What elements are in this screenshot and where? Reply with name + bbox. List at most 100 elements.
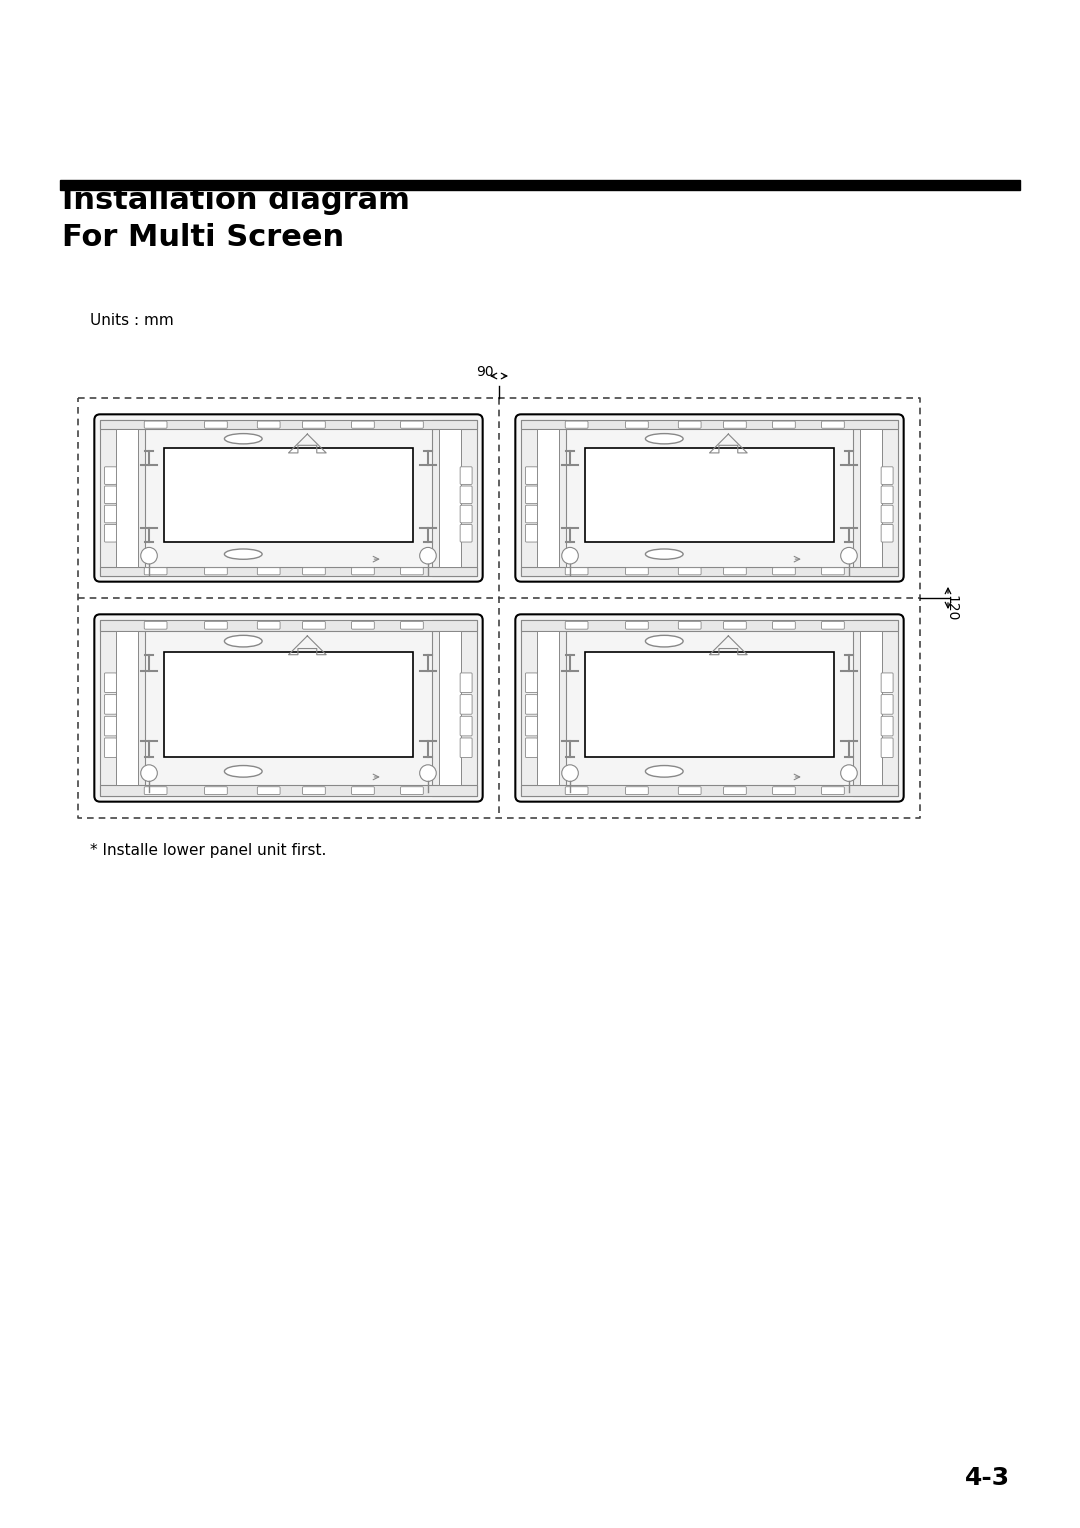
Circle shape bbox=[840, 547, 858, 564]
Circle shape bbox=[420, 547, 436, 564]
FancyBboxPatch shape bbox=[724, 568, 746, 575]
Bar bbox=[853, 620, 897, 796]
FancyBboxPatch shape bbox=[105, 524, 117, 542]
FancyBboxPatch shape bbox=[204, 622, 227, 630]
FancyBboxPatch shape bbox=[772, 622, 795, 630]
FancyBboxPatch shape bbox=[94, 614, 483, 802]
Circle shape bbox=[562, 766, 578, 781]
Circle shape bbox=[420, 766, 436, 781]
Text: 120: 120 bbox=[944, 594, 958, 622]
Ellipse shape bbox=[646, 549, 684, 559]
FancyBboxPatch shape bbox=[460, 695, 472, 714]
FancyBboxPatch shape bbox=[105, 717, 117, 736]
FancyBboxPatch shape bbox=[772, 568, 795, 575]
FancyBboxPatch shape bbox=[257, 568, 280, 575]
Bar bbox=[521, 785, 897, 796]
FancyBboxPatch shape bbox=[401, 568, 423, 575]
FancyBboxPatch shape bbox=[565, 787, 588, 795]
FancyBboxPatch shape bbox=[526, 717, 538, 736]
FancyBboxPatch shape bbox=[772, 787, 795, 795]
Bar bbox=[164, 448, 413, 541]
FancyBboxPatch shape bbox=[352, 622, 375, 630]
Bar bbox=[60, 180, 1020, 189]
Text: * Installe lower panel unit first.: * Installe lower panel unit first. bbox=[90, 843, 326, 859]
FancyBboxPatch shape bbox=[105, 506, 117, 523]
Bar bbox=[438, 631, 461, 785]
FancyBboxPatch shape bbox=[145, 568, 167, 575]
FancyBboxPatch shape bbox=[401, 422, 423, 428]
Ellipse shape bbox=[225, 766, 262, 778]
Ellipse shape bbox=[646, 434, 684, 445]
Ellipse shape bbox=[225, 434, 262, 445]
FancyBboxPatch shape bbox=[515, 614, 904, 802]
Bar bbox=[100, 420, 146, 576]
Bar bbox=[585, 448, 834, 541]
FancyBboxPatch shape bbox=[526, 738, 538, 758]
Text: For Multi Screen: For Multi Screen bbox=[62, 223, 345, 252]
FancyBboxPatch shape bbox=[881, 672, 893, 692]
FancyBboxPatch shape bbox=[678, 568, 701, 575]
FancyBboxPatch shape bbox=[526, 524, 538, 542]
Text: 4-3: 4-3 bbox=[964, 1465, 1010, 1490]
Bar bbox=[585, 652, 834, 758]
FancyBboxPatch shape bbox=[565, 622, 588, 630]
FancyBboxPatch shape bbox=[460, 468, 472, 484]
Text: Installation diagram: Installation diagram bbox=[62, 186, 410, 215]
FancyBboxPatch shape bbox=[257, 787, 280, 795]
FancyBboxPatch shape bbox=[105, 672, 117, 692]
FancyBboxPatch shape bbox=[204, 568, 227, 575]
FancyBboxPatch shape bbox=[302, 622, 325, 630]
FancyBboxPatch shape bbox=[352, 422, 375, 428]
Bar bbox=[521, 420, 897, 429]
Text: Units : mm: Units : mm bbox=[90, 313, 174, 329]
FancyBboxPatch shape bbox=[822, 568, 845, 575]
FancyBboxPatch shape bbox=[105, 738, 117, 758]
FancyBboxPatch shape bbox=[352, 568, 375, 575]
FancyBboxPatch shape bbox=[724, 622, 746, 630]
FancyBboxPatch shape bbox=[145, 622, 167, 630]
FancyBboxPatch shape bbox=[526, 468, 538, 484]
Ellipse shape bbox=[646, 636, 684, 646]
Text: 90: 90 bbox=[476, 365, 494, 379]
Bar bbox=[100, 620, 146, 796]
Bar bbox=[100, 785, 477, 796]
FancyBboxPatch shape bbox=[460, 486, 472, 504]
FancyBboxPatch shape bbox=[460, 506, 472, 523]
FancyBboxPatch shape bbox=[565, 568, 588, 575]
Ellipse shape bbox=[225, 636, 262, 646]
FancyBboxPatch shape bbox=[105, 695, 117, 714]
FancyBboxPatch shape bbox=[515, 414, 904, 582]
FancyBboxPatch shape bbox=[460, 738, 472, 758]
Bar bbox=[853, 420, 897, 576]
Bar bbox=[860, 631, 882, 785]
FancyBboxPatch shape bbox=[401, 622, 423, 630]
FancyBboxPatch shape bbox=[881, 717, 893, 736]
FancyBboxPatch shape bbox=[460, 717, 472, 736]
FancyBboxPatch shape bbox=[460, 524, 472, 542]
Bar bbox=[438, 429, 461, 567]
FancyBboxPatch shape bbox=[625, 422, 648, 428]
FancyBboxPatch shape bbox=[526, 506, 538, 523]
Ellipse shape bbox=[225, 549, 262, 559]
FancyBboxPatch shape bbox=[625, 622, 648, 630]
Bar bbox=[100, 567, 477, 576]
FancyBboxPatch shape bbox=[822, 787, 845, 795]
FancyBboxPatch shape bbox=[881, 506, 893, 523]
FancyBboxPatch shape bbox=[401, 787, 423, 795]
Bar bbox=[860, 429, 882, 567]
FancyBboxPatch shape bbox=[678, 422, 701, 428]
FancyBboxPatch shape bbox=[526, 695, 538, 714]
FancyBboxPatch shape bbox=[94, 414, 483, 582]
FancyBboxPatch shape bbox=[204, 422, 227, 428]
FancyBboxPatch shape bbox=[460, 672, 472, 692]
FancyBboxPatch shape bbox=[881, 738, 893, 758]
FancyBboxPatch shape bbox=[352, 787, 375, 795]
Bar bbox=[116, 631, 138, 785]
FancyBboxPatch shape bbox=[881, 524, 893, 542]
FancyBboxPatch shape bbox=[772, 422, 795, 428]
Bar bbox=[432, 420, 477, 576]
FancyBboxPatch shape bbox=[105, 468, 117, 484]
FancyBboxPatch shape bbox=[678, 787, 701, 795]
Bar bbox=[521, 420, 566, 576]
FancyBboxPatch shape bbox=[257, 422, 280, 428]
